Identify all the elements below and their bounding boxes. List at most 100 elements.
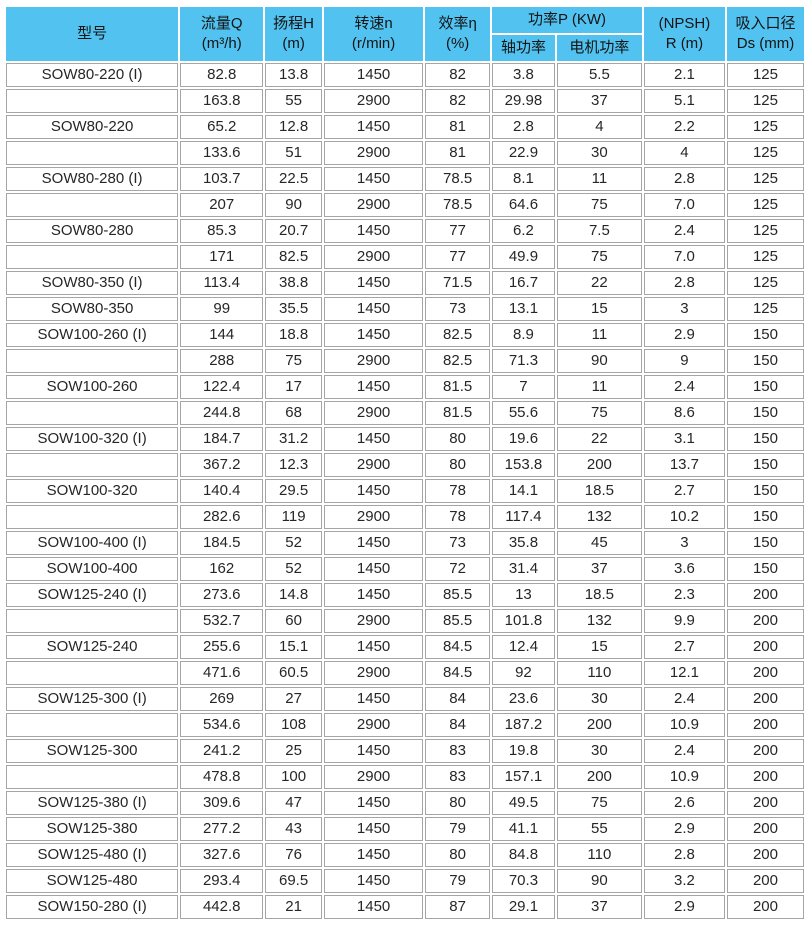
table-row: SOW125-300 241.2 25 1450 83 19.8 30 2.4 200 — [6, 739, 804, 763]
cell-value: 157.1 — [492, 765, 555, 789]
cell-value: 75 — [556, 401, 642, 425]
header-cell-power: 功率P (KW) — [492, 7, 642, 33]
cell-value: 442.8 — [180, 895, 264, 919]
table-row: SOW80-350 99 35.5 1450 73 13.1 15 3 125 — [6, 297, 804, 321]
cell-value: 125 — [726, 115, 804, 139]
cell-model: SOW80-350 (I) — [6, 271, 179, 295]
cell-value: 1450 — [323, 869, 424, 893]
table-row: SOW125-480 (I) 327.6 76 1450 80 84.8 110 2.8 200 — [6, 843, 804, 867]
cell-value: 110 — [556, 661, 642, 685]
cell-value: 80 — [425, 843, 491, 867]
cell-value: 11 — [556, 323, 642, 347]
cell-value: 150 — [726, 427, 804, 451]
cell-value: 60.5 — [265, 661, 322, 685]
table-row: 163.8 55 2900 82 29.98 37 5.1 125 — [6, 89, 804, 113]
cell-value: 2900 — [323, 713, 424, 737]
cell-model: SOW80-220 (I) — [6, 63, 179, 87]
cell-value: 30 — [556, 141, 642, 165]
table-row: 133.6 51 2900 81 22.9 30 4 125 — [6, 141, 804, 165]
cell-value: 22 — [556, 271, 642, 295]
cell-value: 200 — [726, 765, 804, 789]
cell-model — [6, 401, 179, 425]
cell-value: 163.8 — [180, 89, 264, 113]
cell-value: 12.3 — [265, 453, 322, 477]
cell-value: 2.8 — [643, 271, 725, 295]
header-cell-shaft-power: 轴功率 — [492, 35, 555, 61]
cell-model — [6, 453, 179, 477]
cell-value: 122.4 — [180, 375, 264, 399]
cell-value: 2.6 — [643, 791, 725, 815]
cell-value: 16.7 — [492, 271, 555, 295]
cell-value: 125 — [726, 193, 804, 217]
cell-value: 80 — [425, 427, 491, 451]
header-cell-npsh: (NPSH) R (m) — [643, 7, 725, 61]
header-label-head: 扬程H — [273, 15, 315, 32]
cell-value: 2.8 — [643, 167, 725, 191]
cell-value: 84 — [425, 687, 491, 711]
cell-value: 2.3 — [643, 583, 725, 607]
cell-value: 103.7 — [180, 167, 264, 191]
table-row: 207 90 2900 78.5 64.6 75 7.0 125 — [6, 193, 804, 217]
cell-model — [6, 89, 179, 113]
cell-value: 85.3 — [180, 219, 264, 243]
cell-value: 1450 — [323, 219, 424, 243]
cell-value: 2.7 — [643, 635, 725, 659]
header-cell-inlet: 吸入口径 Ds (mm) — [726, 7, 804, 61]
cell-model: SOW80-350 — [6, 297, 179, 321]
cell-value: 90 — [556, 349, 642, 373]
cell-value: 140.4 — [180, 479, 264, 503]
cell-value: 2900 — [323, 765, 424, 789]
cell-model — [6, 245, 179, 269]
cell-value: 81 — [425, 115, 491, 139]
cell-value: 125 — [726, 271, 804, 295]
cell-value: 84.8 — [492, 843, 555, 867]
header-unit-flow: (m³/h) — [201, 35, 242, 52]
cell-value: 84.5 — [425, 635, 491, 659]
cell-value: 171 — [180, 245, 264, 269]
cell-value: 35.5 — [265, 297, 322, 321]
cell-value: 2.1 — [643, 63, 725, 87]
cell-model: SOW125-240 — [6, 635, 179, 659]
cell-value: 200 — [726, 609, 804, 633]
cell-value: 125 — [726, 63, 804, 87]
cell-value: 11 — [556, 167, 642, 191]
cell-model — [6, 713, 179, 737]
cell-value: 14.1 — [492, 479, 555, 503]
cell-value: 153.8 — [492, 453, 555, 477]
table-row: SOW150-280 (I) 442.8 21 1450 87 29.1 37 2.9 200 — [6, 895, 804, 919]
cell-value: 150 — [726, 479, 804, 503]
table-row: SOW80-220 (I) 82.8 13.8 1450 82 3.8 5.5 2.1 125 — [6, 63, 804, 87]
cell-model — [6, 661, 179, 685]
cell-value: 55 — [556, 817, 642, 841]
cell-value: 83 — [425, 739, 491, 763]
table-header-row-1: 型号 流量Q (m³/h) 扬程H (m) 转速n (r/min) 效率η (%… — [6, 7, 804, 61]
cell-value: 1450 — [323, 687, 424, 711]
cell-value: 125 — [726, 219, 804, 243]
cell-value: 150 — [726, 401, 804, 425]
cell-value: 78 — [425, 479, 491, 503]
cell-value: 81.5 — [425, 375, 491, 399]
cell-value: 277.2 — [180, 817, 264, 841]
cell-value: 241.2 — [180, 739, 264, 763]
cell-value: 200 — [726, 843, 804, 867]
cell-value: 18.8 — [265, 323, 322, 347]
cell-value: 1450 — [323, 323, 424, 347]
cell-value: 117.4 — [492, 505, 555, 529]
cell-value: 19.8 — [492, 739, 555, 763]
cell-value: 3 — [643, 297, 725, 321]
cell-value: 1450 — [323, 895, 424, 919]
cell-value: 150 — [726, 375, 804, 399]
cell-value: 471.6 — [180, 661, 264, 685]
cell-value: 87 — [425, 895, 491, 919]
cell-value: 49.5 — [492, 791, 555, 815]
cell-value: 80 — [425, 453, 491, 477]
cell-value: 244.8 — [180, 401, 264, 425]
cell-value: 3 — [643, 531, 725, 555]
table-body: SOW80-220 (I) 82.8 13.8 1450 82 3.8 5.5 2.1 125 1… — [6, 63, 804, 919]
cell-value: 52 — [265, 531, 322, 555]
cell-value: 18.5 — [556, 479, 642, 503]
table-row: SOW80-220 65.2 12.8 1450 81 2.8 4 2.2 125 — [6, 115, 804, 139]
cell-value: 367.2 — [180, 453, 264, 477]
cell-value: 1450 — [323, 427, 424, 451]
cell-value: 162 — [180, 557, 264, 581]
